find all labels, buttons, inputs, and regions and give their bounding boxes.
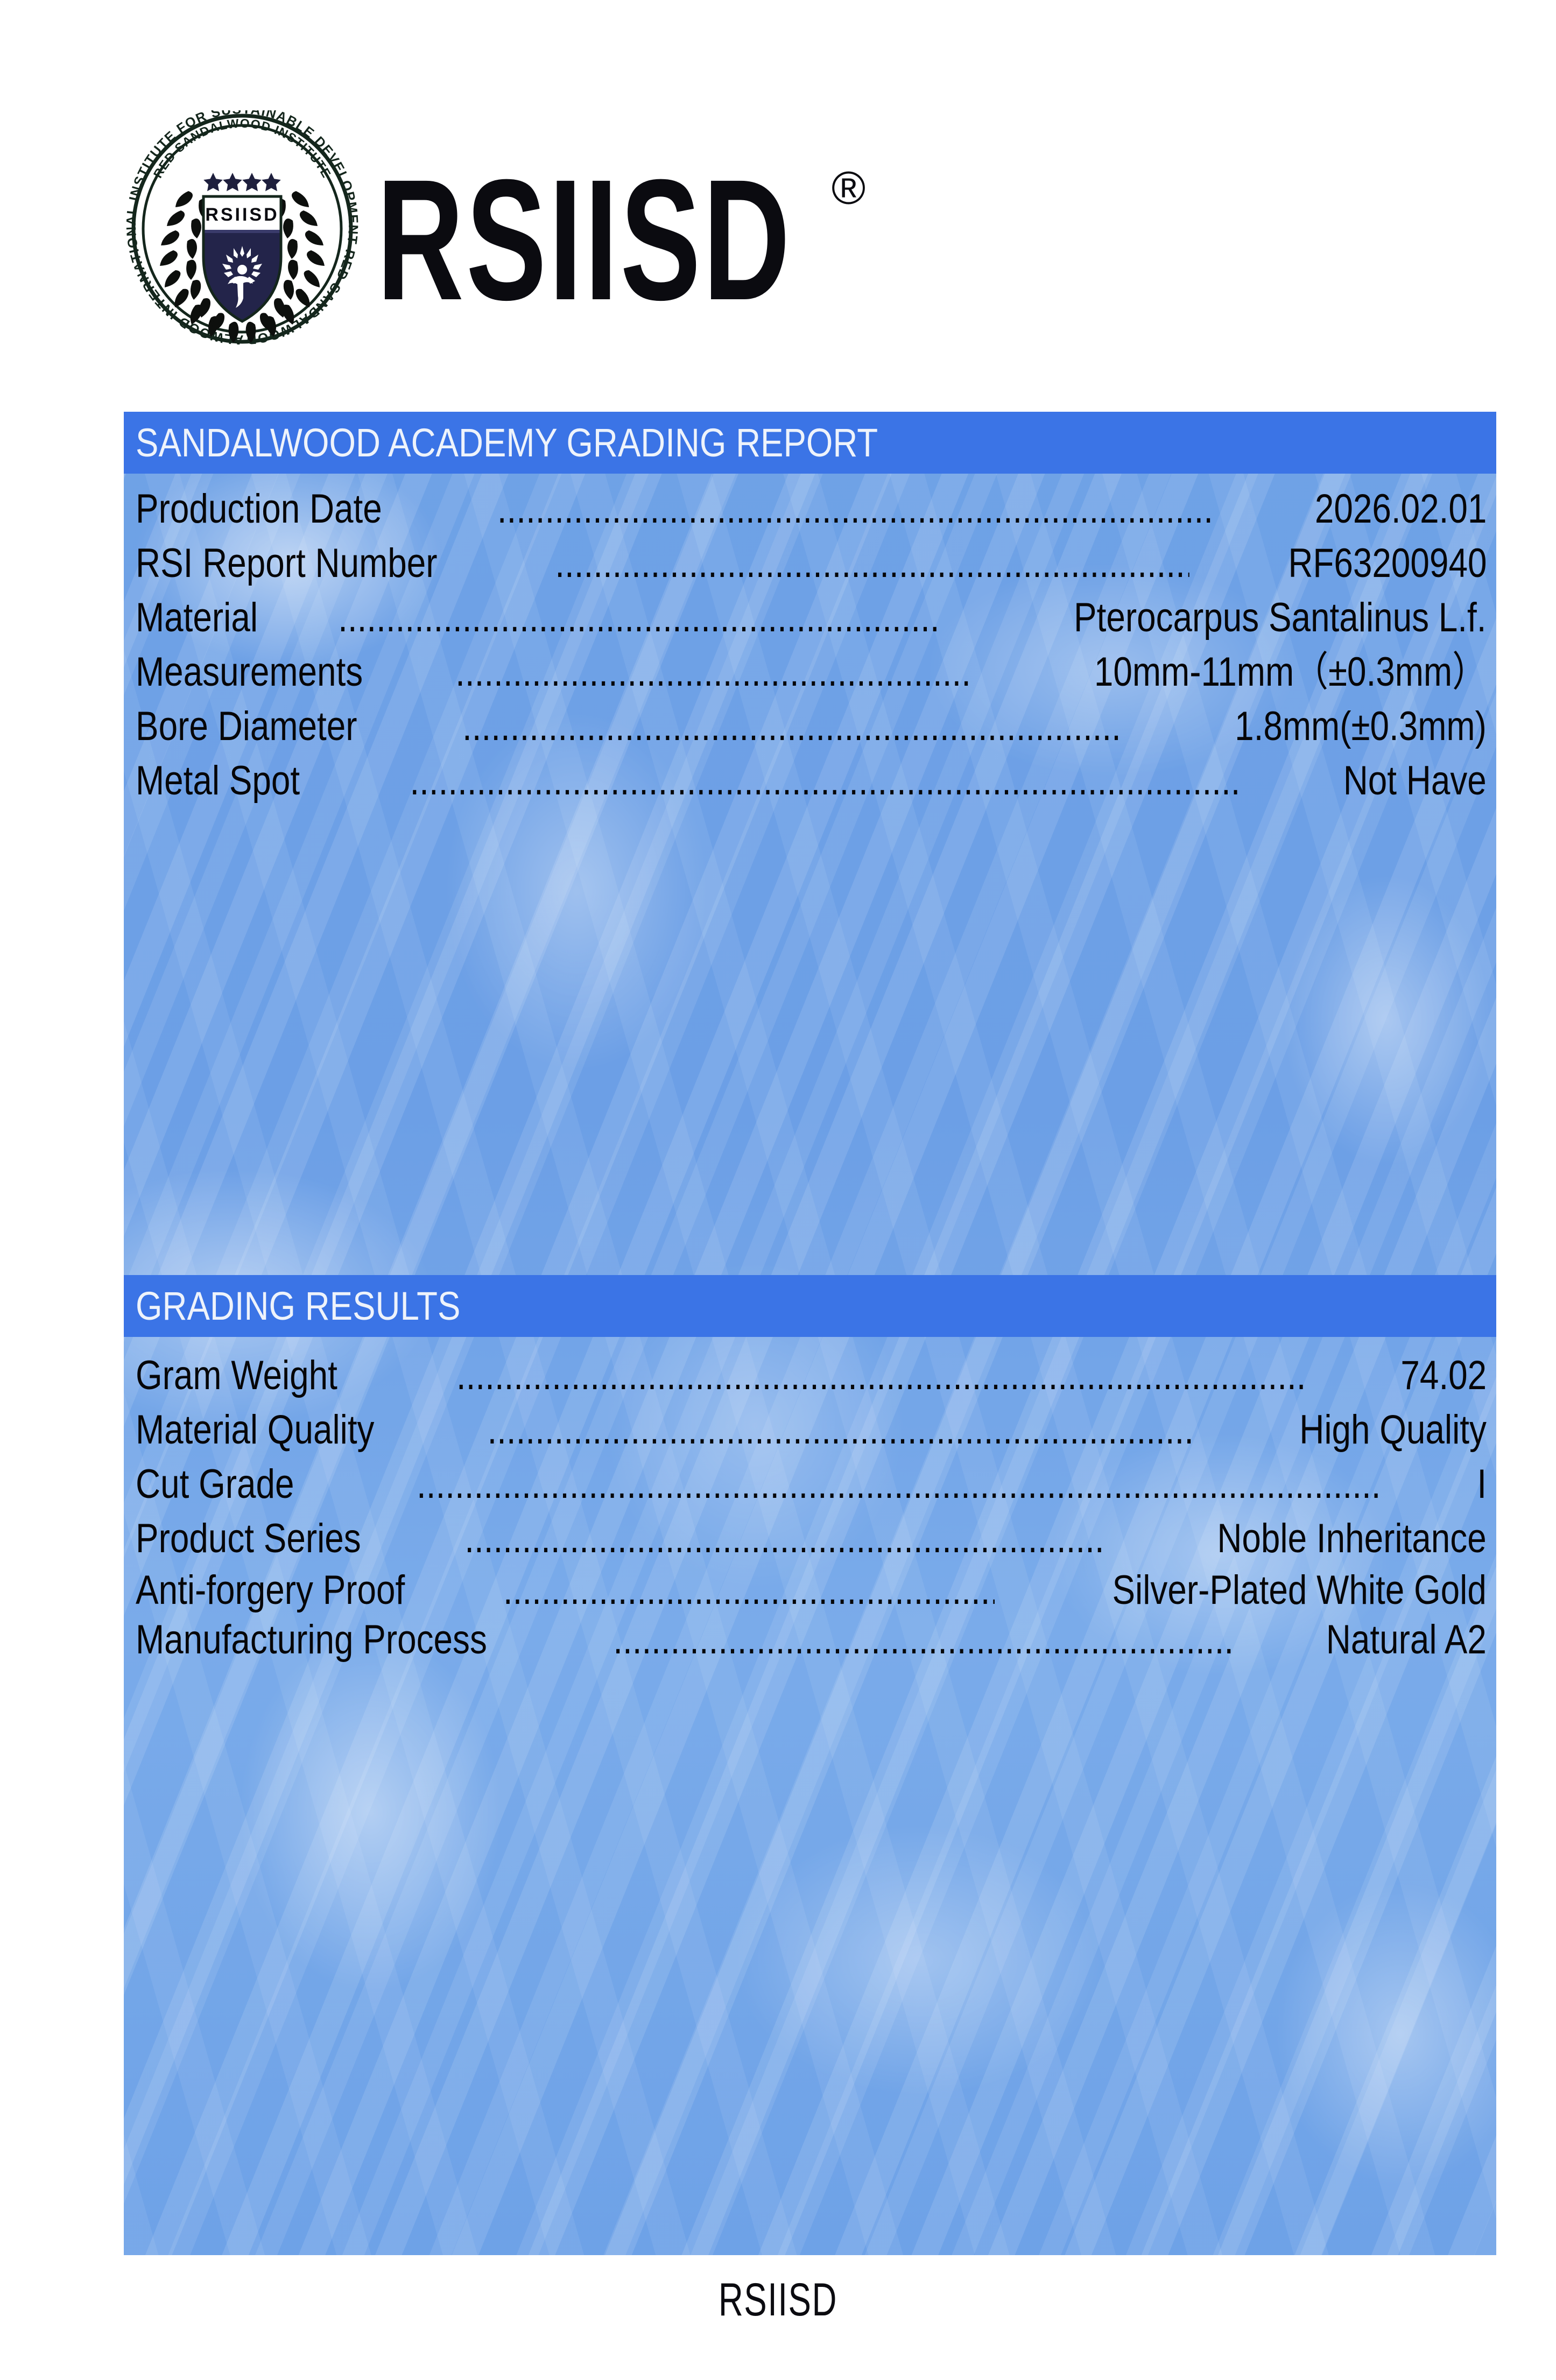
table-row: Metal Spot Not Have <box>124 754 1496 808</box>
leader-dots <box>555 536 1190 590</box>
wordmark-text: RSIISD <box>377 143 793 336</box>
row-value: Noble Inheritance <box>1217 1516 1487 1561</box>
row-label: Gram Weight <box>136 1353 337 1398</box>
leader-dots <box>456 1348 1304 1403</box>
table-row: Manufacturing Process Natural A2 <box>124 1615 1496 1665</box>
leader-dots <box>338 590 938 645</box>
row-value: 2026.02.01 <box>1314 486 1487 532</box>
table-row: Material Pterocarpus Santalinus L.f. <box>124 590 1496 645</box>
table-row: Material Quality High Quality <box>124 1403 1496 1457</box>
report-rows: Production Date 2026.02.01 RSI Report Nu… <box>124 482 1496 808</box>
row-value: I <box>1477 1461 1487 1507</box>
table-row: Anti-forgery Proof Silver-Plated White G… <box>124 1566 1496 1615</box>
row-label: Bore Diameter <box>136 703 357 749</box>
row-label: Production Date <box>136 486 382 532</box>
section-title-results: GRADING RESULTS <box>136 1283 461 1328</box>
row-label: Cut Grade <box>136 1461 294 1507</box>
brand-wordmark: RSIISD ® <box>377 143 866 336</box>
brand-header: RED SANDALWOOD INTERNATIONAL INSTITUTE F… <box>124 100 1416 358</box>
registered-trademark-icon: ® <box>831 163 866 214</box>
footer-brand: RSIISD <box>718 2274 838 2326</box>
leader-dots <box>410 754 1237 808</box>
row-label: Manufacturing Process <box>136 1617 487 1663</box>
row-label: Material Quality <box>136 1407 375 1453</box>
tree-figure-icon <box>222 246 262 308</box>
row-value: High Quality <box>1299 1407 1487 1453</box>
section-header-report: SANDALWOOD ACADEMY GRADING REPORT <box>124 412 1496 474</box>
shield: RSIISD <box>202 195 283 323</box>
table-row: Bore Diameter 1.8mm(±0.3mm) <box>124 699 1496 754</box>
row-value: RF63200940 <box>1287 540 1487 586</box>
leader-dots <box>455 645 970 699</box>
table-row: Measurements 10mm-11mm（±0.3mm） <box>124 645 1496 699</box>
page-footer: RSIISD <box>0 2277 1556 2323</box>
results-rows: Gram Weight 74.02 Material Quality High … <box>124 1348 1496 1665</box>
table-row: Gram Weight 74.02 <box>124 1348 1496 1403</box>
row-value: 10mm-11mm（±0.3mm） <box>1094 649 1487 695</box>
leader-dots <box>503 1566 995 1615</box>
row-label: RSI Report Number <box>136 540 438 586</box>
table-row: Product Series Noble Inheritance <box>124 1511 1496 1566</box>
section-title-report: SANDALWOOD ACADEMY GRADING REPORT <box>136 420 878 465</box>
row-label: Material <box>136 595 258 640</box>
row-value: 74.02 <box>1400 1353 1487 1398</box>
table-row: Cut Grade I <box>124 1457 1496 1511</box>
leader-dots <box>487 1403 1196 1457</box>
table-row: Production Date 2026.02.01 <box>124 482 1496 536</box>
row-value: Not Have <box>1343 758 1487 804</box>
leader-dots <box>497 482 1214 536</box>
row-value: Silver-Plated White Gold <box>1112 1567 1487 1613</box>
leader-dots <box>462 699 1124 754</box>
row-label: Product Series <box>136 1516 361 1561</box>
svg-text:RSIISD: RSIISD <box>205 205 279 225</box>
row-value: 1.8mm(±0.3mm) <box>1235 703 1487 749</box>
row-label: Anti-forgery Proof <box>136 1567 405 1613</box>
row-value: Natural A2 <box>1326 1617 1487 1663</box>
row-label: Metal Spot <box>136 758 300 804</box>
table-row: RSI Report Number RF63200940 <box>124 536 1496 590</box>
certificate-panel: SANDALWOOD ACADEMY GRADING REPORT Produc… <box>124 412 1496 2255</box>
leader-dots <box>417 1457 1383 1511</box>
leader-dots <box>613 1615 1236 1665</box>
row-value: Pterocarpus Santalinus L.f. <box>1074 595 1487 640</box>
star-group <box>203 173 281 192</box>
row-label: Measurements <box>136 649 363 695</box>
section-header-results: GRADING RESULTS <box>124 1275 1496 1337</box>
rsiisd-seal-logo: RED SANDALWOOD INTERNATIONAL INSTITUTE F… <box>124 110 361 347</box>
leader-dots <box>465 1511 1105 1566</box>
